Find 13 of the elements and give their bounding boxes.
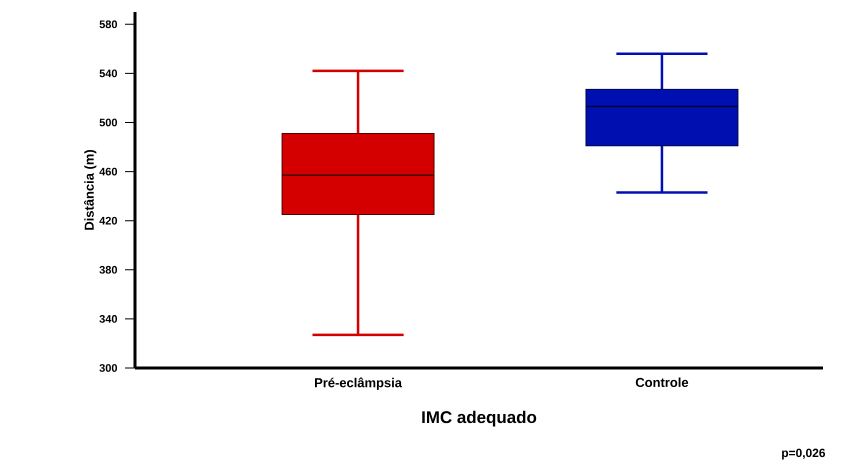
y-tick-label: 500 <box>100 118 118 126</box>
x-tick-label: Controle <box>636 378 688 388</box>
y-tick-label: 420 <box>99 216 118 225</box>
x-tick-label: Pré-eclâmpsia <box>315 378 402 390</box>
y-tick-label: 380 <box>99 266 118 274</box>
y-tick-label: 340 <box>99 315 118 323</box>
y-axis-title: Distância (m) <box>84 150 96 230</box>
y-tick-label: 300 <box>99 364 118 372</box>
x-axis-title: IMC adequado <box>422 410 536 427</box>
y-tick-label: 540 <box>100 70 118 78</box>
text: p=0,026 <box>782 448 826 460</box>
y-tick-label: 460 <box>99 168 118 176</box>
y-tick-label: 580 <box>100 20 118 28</box>
